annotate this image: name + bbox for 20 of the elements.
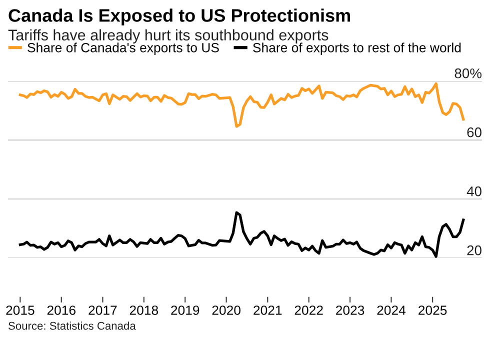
x-tick-label: 2017 (88, 306, 117, 315)
x-tick-label: 2021 (254, 306, 282, 315)
y-tick-label: 40 (466, 186, 482, 196)
y-tick-label: 60 (467, 127, 482, 138)
x-tick-label: 2015 (6, 306, 34, 315)
x-tick-label: 2018 (130, 306, 158, 315)
chart-subtitle: Tariffs have already hurt its southbound exports (8, 29, 328, 44)
x-tick-label: 2016 (47, 306, 76, 315)
x-tick-label: 2020 (212, 306, 240, 315)
legend-label: Share of Canada's exports to US (28, 42, 219, 55)
source-note: Source: Statistics Canada (8, 322, 136, 330)
chart-title: Canada Is Exposed to US Protectionism (8, 8, 350, 26)
x-tick-label: 2024 (377, 306, 406, 315)
x-tick-label: 2023 (336, 306, 364, 315)
x-tick-label: 2025 (418, 306, 447, 315)
legend-label: Share of exports to rest of the world (253, 42, 461, 55)
y-tick-label: 20 (467, 245, 482, 256)
y-tick-label: 80% (454, 68, 482, 78)
x-tick-label: 2022 (294, 306, 323, 315)
x-tick-label: 2019 (171, 306, 200, 315)
